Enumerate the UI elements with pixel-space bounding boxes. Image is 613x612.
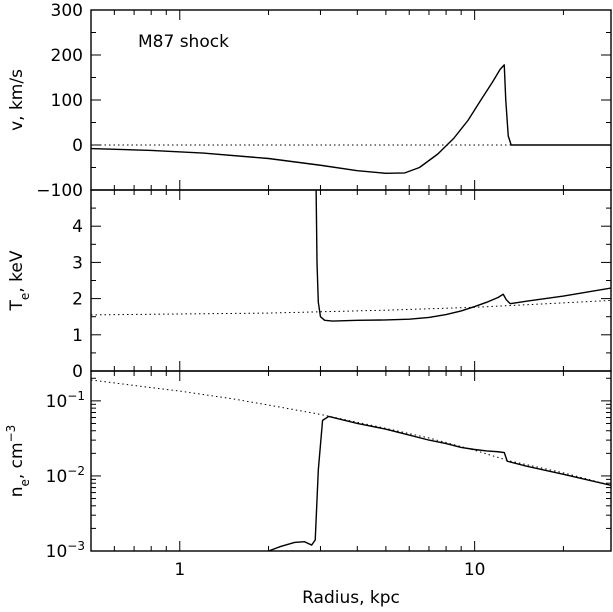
temperature-panel: 0 1 2 3 4 Te, keV (7, 189, 612, 382)
model-curve (268, 415, 611, 551)
y-tick-label: −100 (36, 181, 83, 201)
y-tick-label: 200 (51, 46, 83, 66)
y-tick-label: 100 (51, 91, 83, 111)
x-axis-label: Radius, kpc (302, 588, 400, 608)
x-tick-label: 10 (464, 560, 486, 580)
x-axis: 1 10 Radius, kpc (174, 560, 485, 608)
panel-frame (90, 370, 612, 552)
y-tick-label: 0 (72, 362, 83, 382)
velocity-panel: −100 0 100 200 300 v, km/s M87 shock (7, 1, 612, 201)
y-axis-label: v, km/s (7, 69, 27, 131)
y-tick-label: 10−2 (46, 464, 85, 487)
series-group (91, 379, 611, 551)
panel-frame (90, 189, 612, 372)
density-panel: 10−3 10−2 10−1 ne, cm−3 (4, 370, 612, 562)
series-group (91, 64, 611, 175)
y-tick-label: 10−3 (46, 539, 85, 562)
y-tick-label: 10−1 (46, 389, 85, 412)
y-tick-label: 2 (72, 290, 83, 310)
chart-annotation: M87 shock (138, 32, 229, 52)
y-tick-label: 0 (72, 136, 83, 156)
model-curve (315, 190, 611, 322)
y-tick-label: 1 (72, 326, 83, 346)
reference-curve (91, 299, 611, 316)
y-axis-label: Te, keV (7, 250, 32, 311)
model-curve (91, 64, 611, 175)
y-tick-label: 4 (72, 217, 83, 237)
x-tick-label: 1 (174, 560, 185, 580)
reference-curve (91, 379, 611, 486)
y-tick-label: 300 (51, 1, 83, 21)
y-tick-label: 3 (72, 253, 83, 273)
series-group (91, 190, 611, 322)
y-axis-label: ne, cm−3 (4, 425, 32, 498)
